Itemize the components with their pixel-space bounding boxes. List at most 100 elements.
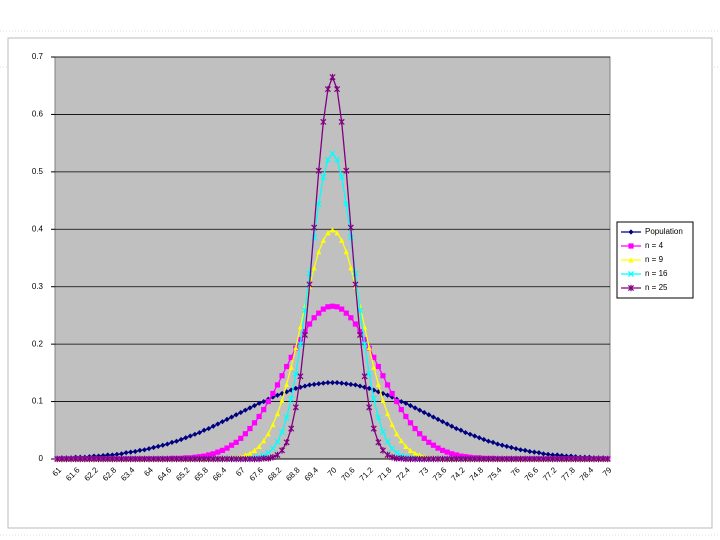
marker — [105, 452, 111, 458]
marker — [215, 449, 221, 455]
marker — [434, 455, 442, 463]
marker — [329, 227, 336, 233]
marker — [260, 455, 267, 462]
marker — [68, 455, 75, 463]
marker — [306, 321, 313, 327]
marker — [407, 402, 414, 409]
marker — [292, 404, 299, 411]
marker — [118, 455, 125, 463]
marker — [627, 284, 635, 292]
marker — [393, 455, 400, 462]
marker — [206, 425, 212, 432]
marker — [334, 230, 340, 236]
legend-label: n = 25 — [645, 283, 668, 292]
y-tick-label: 0.3 — [32, 282, 44, 291]
marker — [453, 452, 459, 458]
marker — [187, 455, 194, 463]
marker — [435, 416, 441, 422]
marker — [288, 387, 294, 393]
marker — [132, 455, 139, 463]
marker — [352, 321, 359, 327]
marker — [155, 443, 161, 449]
marker — [265, 431, 271, 437]
marker — [283, 414, 290, 421]
marker — [251, 455, 258, 463]
marker — [127, 455, 134, 463]
marker — [146, 455, 153, 463]
marker — [223, 455, 231, 463]
marker — [288, 395, 295, 402]
marker — [380, 373, 386, 379]
marker — [536, 450, 542, 456]
marker — [178, 436, 184, 443]
marker — [191, 455, 198, 463]
y-tick-label: 0.7 — [32, 52, 44, 61]
marker — [462, 429, 469, 436]
marker — [242, 431, 248, 437]
marker — [246, 455, 253, 463]
marker — [146, 446, 152, 452]
marker — [77, 455, 84, 463]
marker — [196, 429, 203, 436]
marker — [628, 257, 634, 263]
marker — [398, 438, 404, 444]
marker — [416, 455, 423, 463]
marker — [164, 441, 170, 447]
marker — [242, 455, 249, 463]
marker — [430, 442, 437, 448]
legend-label: n = 16 — [645, 269, 668, 278]
marker — [320, 118, 327, 126]
marker — [535, 455, 542, 463]
marker — [513, 446, 519, 452]
marker — [324, 156, 331, 163]
marker — [238, 409, 244, 416]
marker — [371, 364, 377, 370]
marker — [398, 407, 404, 413]
marker — [403, 400, 409, 406]
marker — [316, 381, 322, 387]
marker — [297, 324, 303, 330]
marker — [228, 455, 235, 463]
marker — [315, 167, 322, 174]
marker — [210, 455, 217, 463]
marker — [95, 455, 102, 463]
marker — [265, 398, 271, 405]
marker — [343, 249, 349, 255]
y-tick-label: 0.2 — [32, 339, 44, 348]
marker — [444, 449, 450, 455]
marker — [352, 382, 359, 388]
marker — [320, 380, 326, 386]
marker — [192, 431, 198, 437]
marker — [352, 281, 359, 288]
marker — [269, 445, 276, 452]
marker — [595, 455, 602, 463]
marker — [554, 455, 561, 463]
marker — [338, 118, 345, 126]
marker — [421, 455, 428, 463]
marker — [495, 441, 501, 447]
marker — [58, 455, 65, 463]
marker — [123, 450, 129, 456]
marker — [526, 455, 533, 463]
marker — [288, 425, 295, 432]
marker — [421, 435, 427, 441]
marker — [380, 397, 386, 404]
marker — [256, 443, 262, 449]
marker — [572, 455, 579, 463]
marker — [499, 455, 506, 463]
marker — [499, 442, 505, 448]
marker — [379, 428, 386, 436]
marker — [476, 455, 483, 463]
marker — [141, 447, 148, 453]
marker — [297, 373, 304, 380]
marker — [104, 455, 111, 463]
marker — [214, 455, 221, 463]
marker — [412, 455, 419, 463]
marker — [339, 380, 345, 386]
marker — [251, 420, 258, 426]
marker — [269, 454, 276, 461]
marker — [311, 381, 317, 387]
marker — [256, 400, 262, 406]
marker — [81, 455, 88, 463]
marker — [439, 447, 446, 453]
